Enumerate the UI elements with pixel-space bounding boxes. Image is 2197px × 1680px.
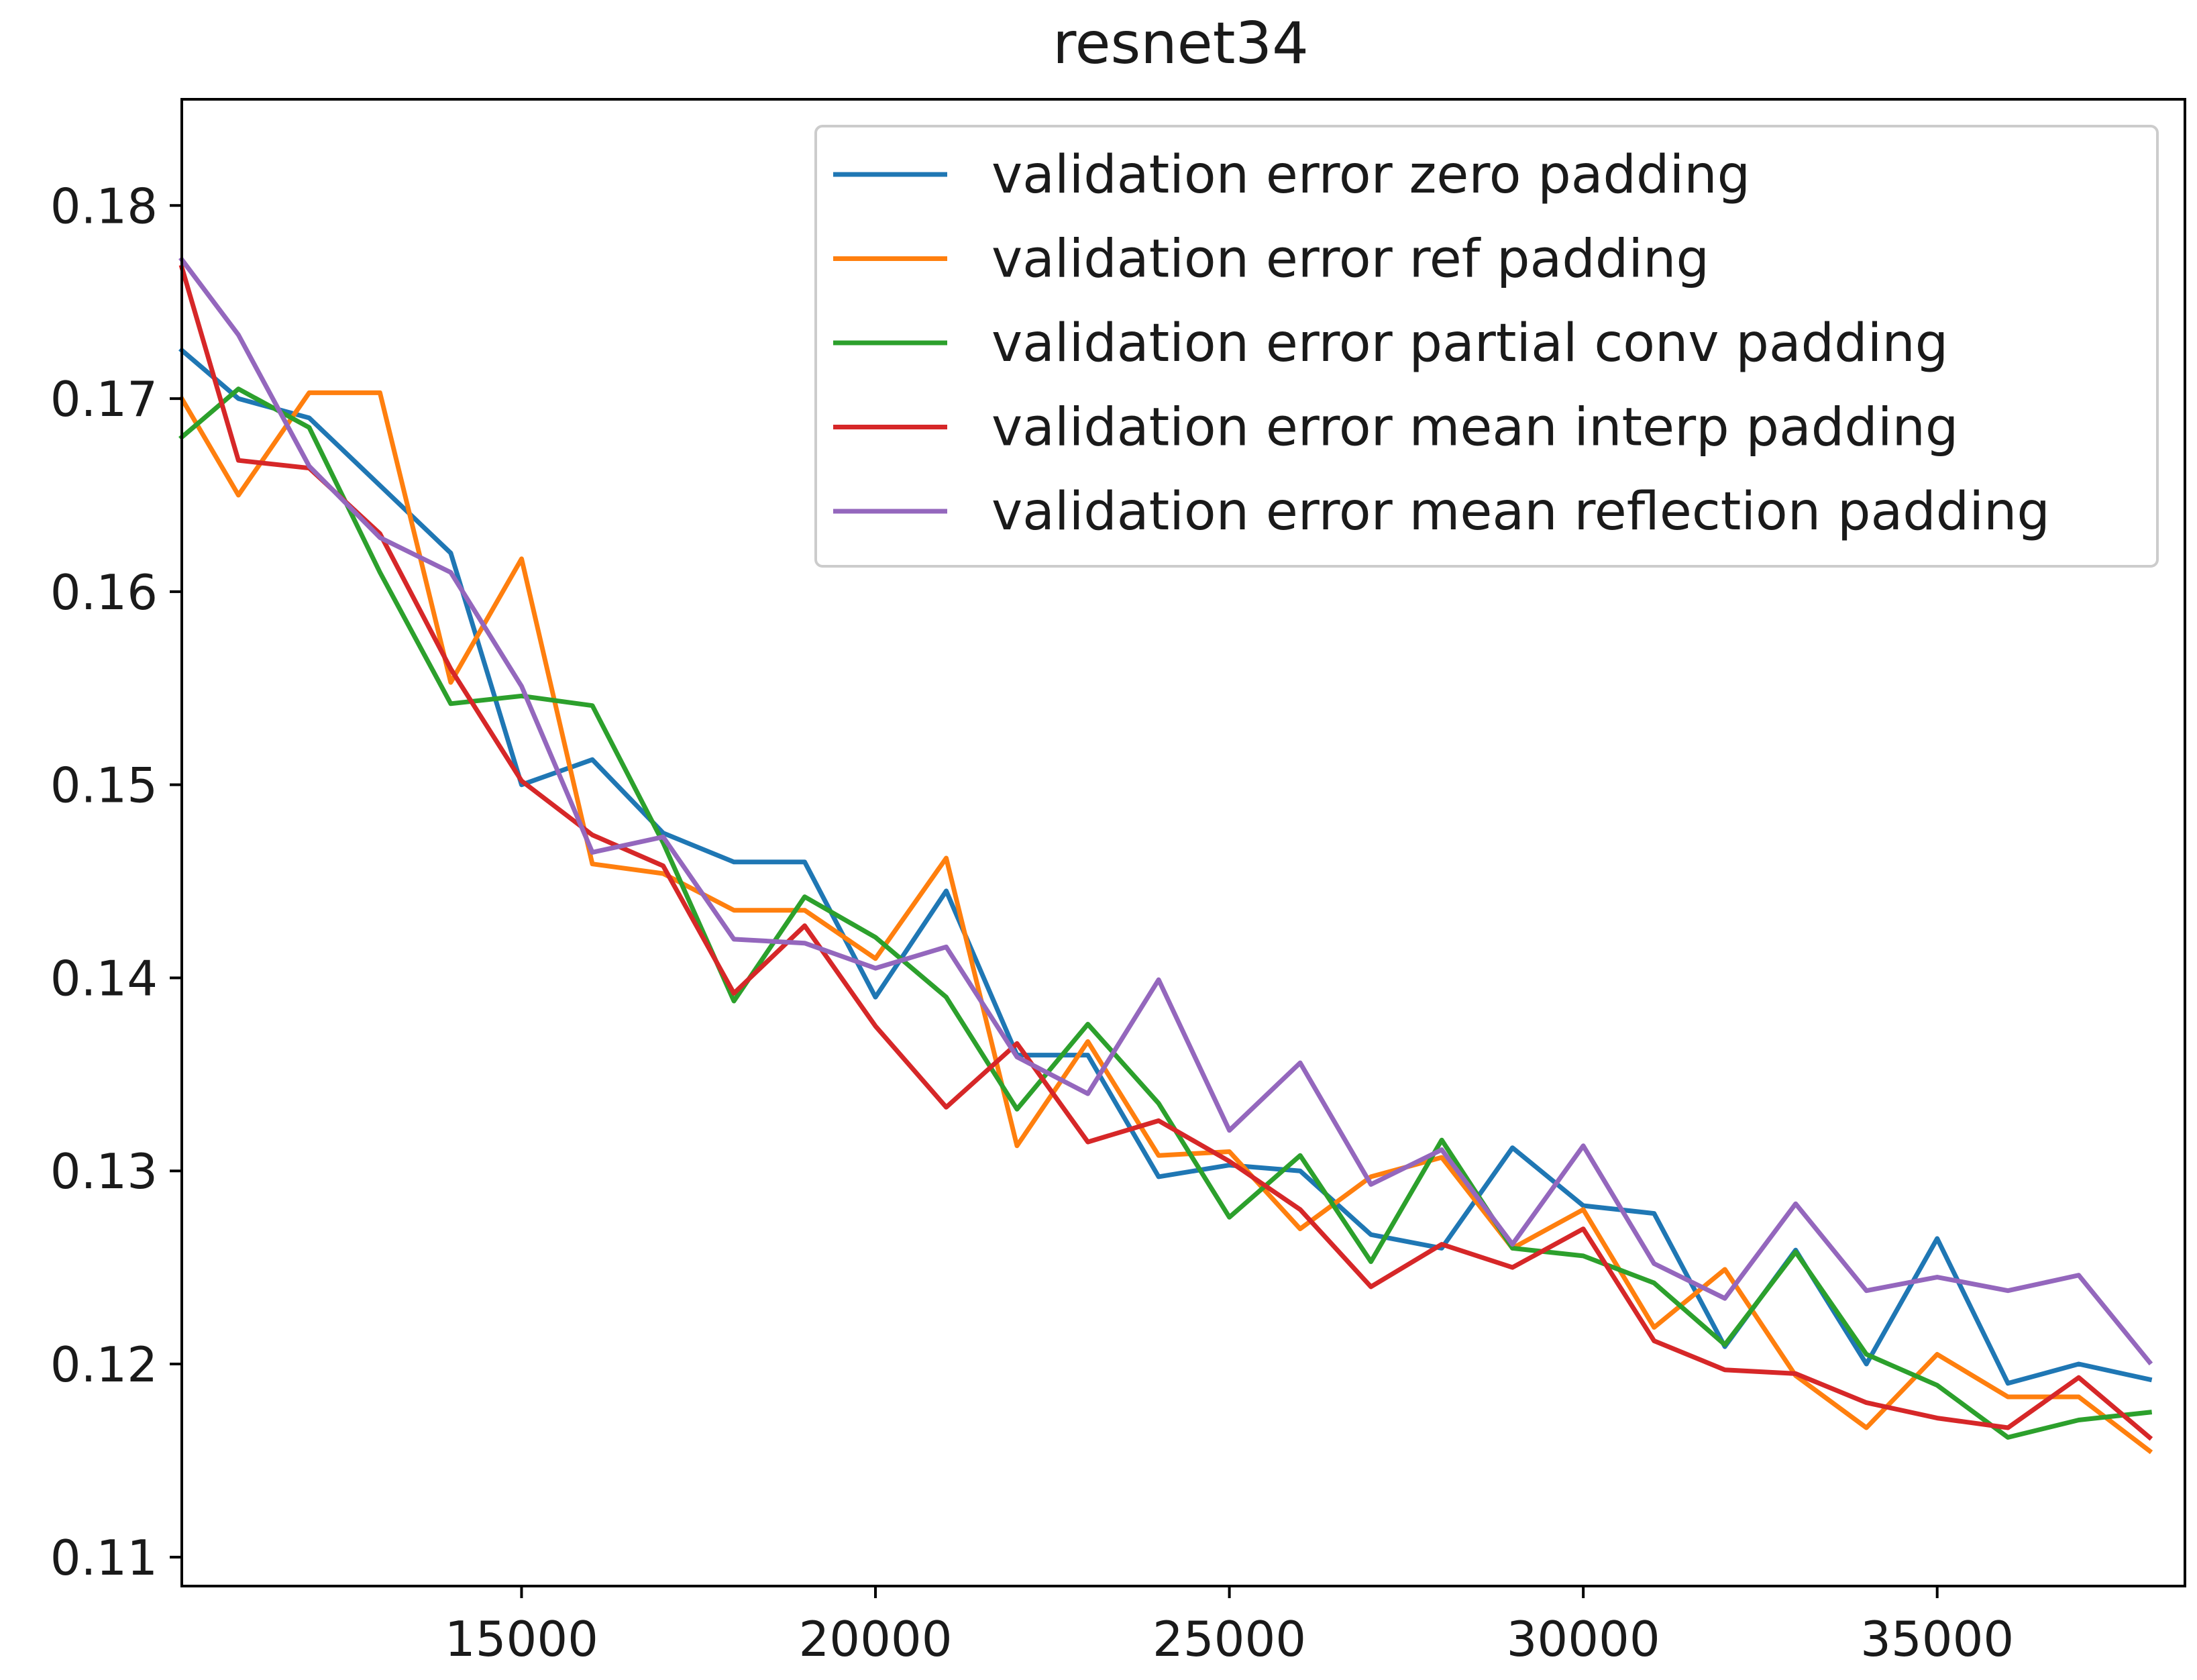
series-layer	[178, 256, 2153, 1455]
y-tick-label: 0.18	[50, 178, 158, 234]
legend-box	[814, 125, 2159, 568]
y-tick-label: 0.15	[50, 757, 158, 814]
legend-label: validation error partial conv padding	[992, 313, 1948, 374]
legend: validation error zero padding validation …	[814, 125, 2159, 568]
y-tick-label: 0.17	[50, 371, 158, 427]
y-tick-label: 0.11	[50, 1530, 158, 1586]
series-line-3	[178, 386, 2153, 1440]
x-tick-label: 20000	[798, 1611, 952, 1667]
chart-title: resnet34	[1053, 10, 1309, 77]
y-tick-label: 0.14	[50, 950, 158, 1006]
legend-label: validation error mean interp padding	[992, 398, 1958, 458]
y-tick-label: 0.12	[50, 1336, 158, 1393]
plot-frame	[180, 98, 2186, 1587]
series-line-5	[178, 256, 2153, 1366]
series-line-2	[178, 390, 2153, 1455]
series-line-4	[178, 264, 2153, 1441]
x-tick-label: 35000	[1860, 1611, 2014, 1667]
y-tick-label: 0.16	[50, 564, 158, 621]
legend-label: validation error ref padding	[992, 229, 1709, 290]
legend-label: validation error mean reflection padding	[992, 482, 2050, 542]
y-axis: 0.11 0.12 0.13 0.14 0.15 0.16 0.17 0.18	[50, 178, 182, 1586]
x-tick-label: 25000	[1153, 1611, 1306, 1667]
x-tick-label: 15000	[445, 1611, 598, 1667]
x-axis: 15000 20000 25000 30000 35000	[445, 1586, 2014, 1667]
legend-label: validation error zero padding	[992, 145, 1750, 205]
y-tick-label: 0.13	[50, 1143, 158, 1200]
x-tick-label: 30000	[1507, 1611, 1660, 1667]
